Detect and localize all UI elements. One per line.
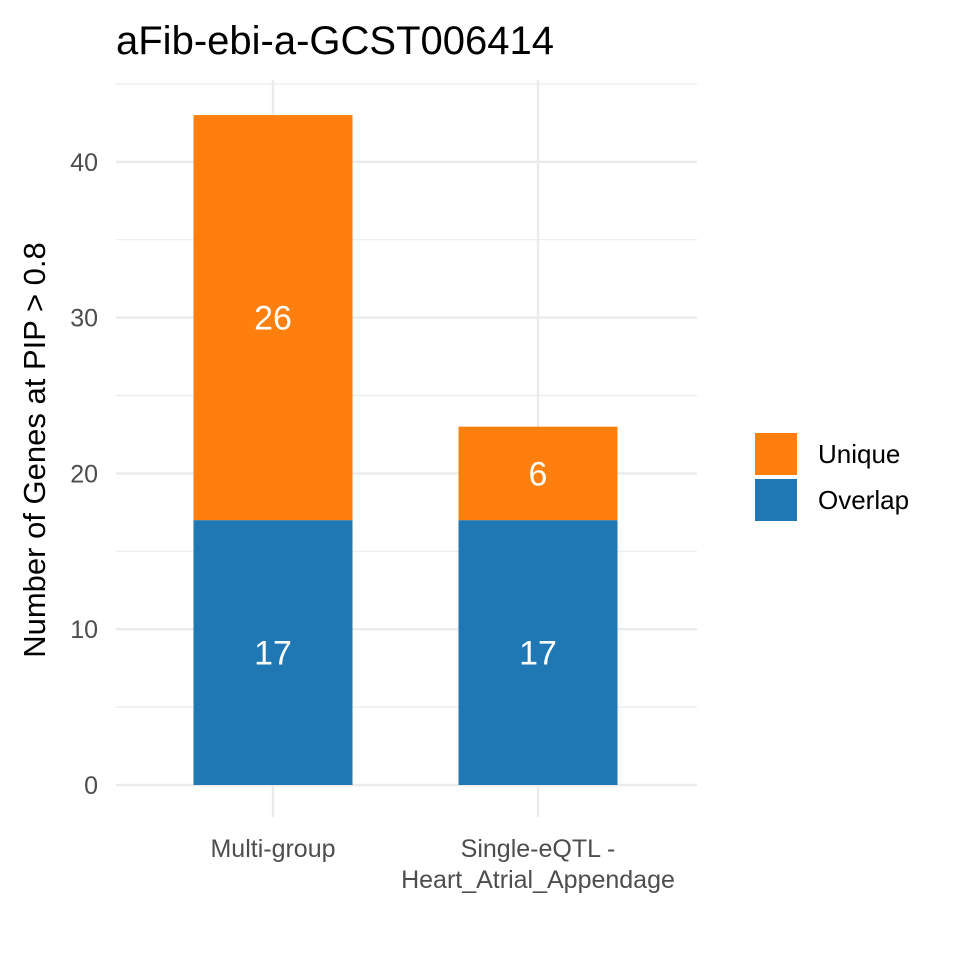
x-tick-label: Heart_Atrial_Appendage bbox=[401, 866, 675, 894]
x-tick-label: Single-eQTL - bbox=[461, 835, 616, 863]
bar-value-label: 17 bbox=[519, 635, 557, 673]
legend-swatch-overlap bbox=[755, 479, 797, 521]
y-tick-label: 10 bbox=[70, 616, 98, 644]
legend-label-overlap: Overlap bbox=[818, 485, 909, 515]
legend-swatch-unique bbox=[755, 433, 797, 475]
y-axis-ticks: 0 10 20 30 40 bbox=[70, 149, 98, 800]
bars bbox=[193, 115, 618, 785]
legend: Unique Overlap bbox=[755, 433, 909, 521]
bar-unique bbox=[458, 426, 618, 521]
legend-label-unique: Unique bbox=[818, 439, 900, 469]
bar-value-label: 17 bbox=[254, 635, 292, 673]
chart-title: aFib-ebi-a-GCST006414 bbox=[116, 19, 554, 63]
bar-value-label: 6 bbox=[529, 455, 548, 493]
bar-overlap bbox=[193, 520, 353, 785]
y-axis-label: Number of Genes at PIP > 0.8 bbox=[17, 242, 52, 658]
x-axis-ticks: Multi-group Single-eQTL - Heart_Atrial_App… bbox=[210, 835, 674, 894]
x-tick-label: Multi-group bbox=[210, 835, 335, 863]
y-tick-label: 40 bbox=[70, 149, 98, 177]
bar-unique bbox=[193, 115, 353, 521]
y-tick-label: 30 bbox=[70, 305, 98, 333]
bar-labels: 17 26 17 6 bbox=[254, 300, 557, 673]
y-tick-label: 20 bbox=[70, 460, 98, 488]
y-tick-label: 0 bbox=[84, 772, 98, 800]
bar-value-label: 26 bbox=[254, 300, 292, 338]
bar-overlap bbox=[458, 520, 618, 785]
